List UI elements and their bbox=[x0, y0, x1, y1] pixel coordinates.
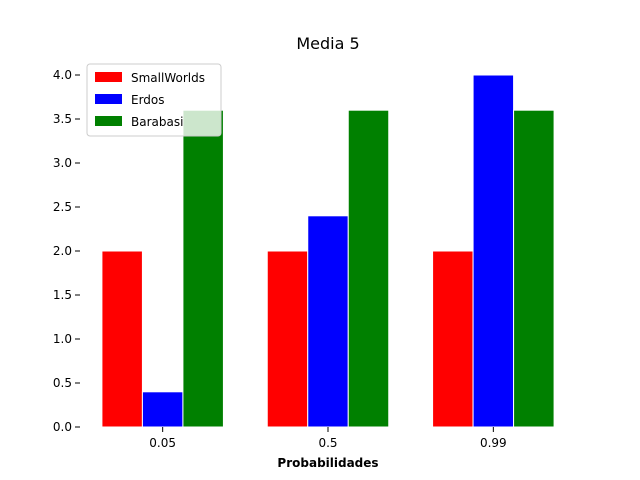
legend: SmallWorlds Erdos Barabasi bbox=[86, 63, 222, 137]
legend-label-smallworlds: SmallWorlds bbox=[131, 71, 205, 85]
y-tick-label: 3.5 bbox=[53, 112, 72, 126]
legend-swatch-barabasi bbox=[95, 116, 122, 126]
bar-barabasi-1 bbox=[347, 109, 390, 428]
y-tick-label: 4.0 bbox=[53, 68, 72, 82]
bar-smallworlds-0 bbox=[101, 250, 143, 428]
y-axis: 0.0 0.5 1.0 1.5 2.0 2.5 3.0 3.5 4.0 bbox=[53, 68, 80, 434]
legend-swatch-erdos bbox=[95, 94, 122, 104]
bar-barabasi-0 bbox=[182, 109, 224, 428]
y-tick-label: 2.0 bbox=[53, 244, 72, 258]
bar-smallworlds-2 bbox=[432, 250, 474, 428]
y-tick-label: 1.0 bbox=[53, 332, 72, 346]
y-tick-label: 0.0 bbox=[53, 420, 72, 434]
legend-label-erdos: Erdos bbox=[131, 93, 165, 107]
x-tick-label: 0.5 bbox=[318, 436, 337, 450]
bar-erdos-2 bbox=[472, 74, 515, 428]
bar-erdos-0 bbox=[141, 391, 184, 428]
chart-title: Media 5 bbox=[296, 34, 359, 53]
legend-label-barabasi: Barabasi bbox=[131, 115, 183, 129]
x-tick-label: 0.99 bbox=[480, 436, 507, 450]
legend-swatch-smallworlds bbox=[95, 72, 122, 82]
y-tick-label: 1.5 bbox=[53, 288, 72, 302]
bar-barabasi-2 bbox=[513, 109, 555, 428]
y-tick-label: 2.5 bbox=[53, 200, 72, 214]
bar-smallworlds-1 bbox=[266, 250, 309, 428]
y-tick-label: 0.5 bbox=[53, 376, 72, 390]
x-axis-label: Probabilidades bbox=[277, 456, 378, 470]
bar-erdos-1 bbox=[307, 215, 349, 428]
y-tick-label: 3.0 bbox=[53, 156, 72, 170]
x-axis: 0.05 0.5 0.99 bbox=[149, 427, 507, 450]
x-tick-label: 0.05 bbox=[149, 436, 176, 450]
bars-group bbox=[101, 74, 555, 428]
